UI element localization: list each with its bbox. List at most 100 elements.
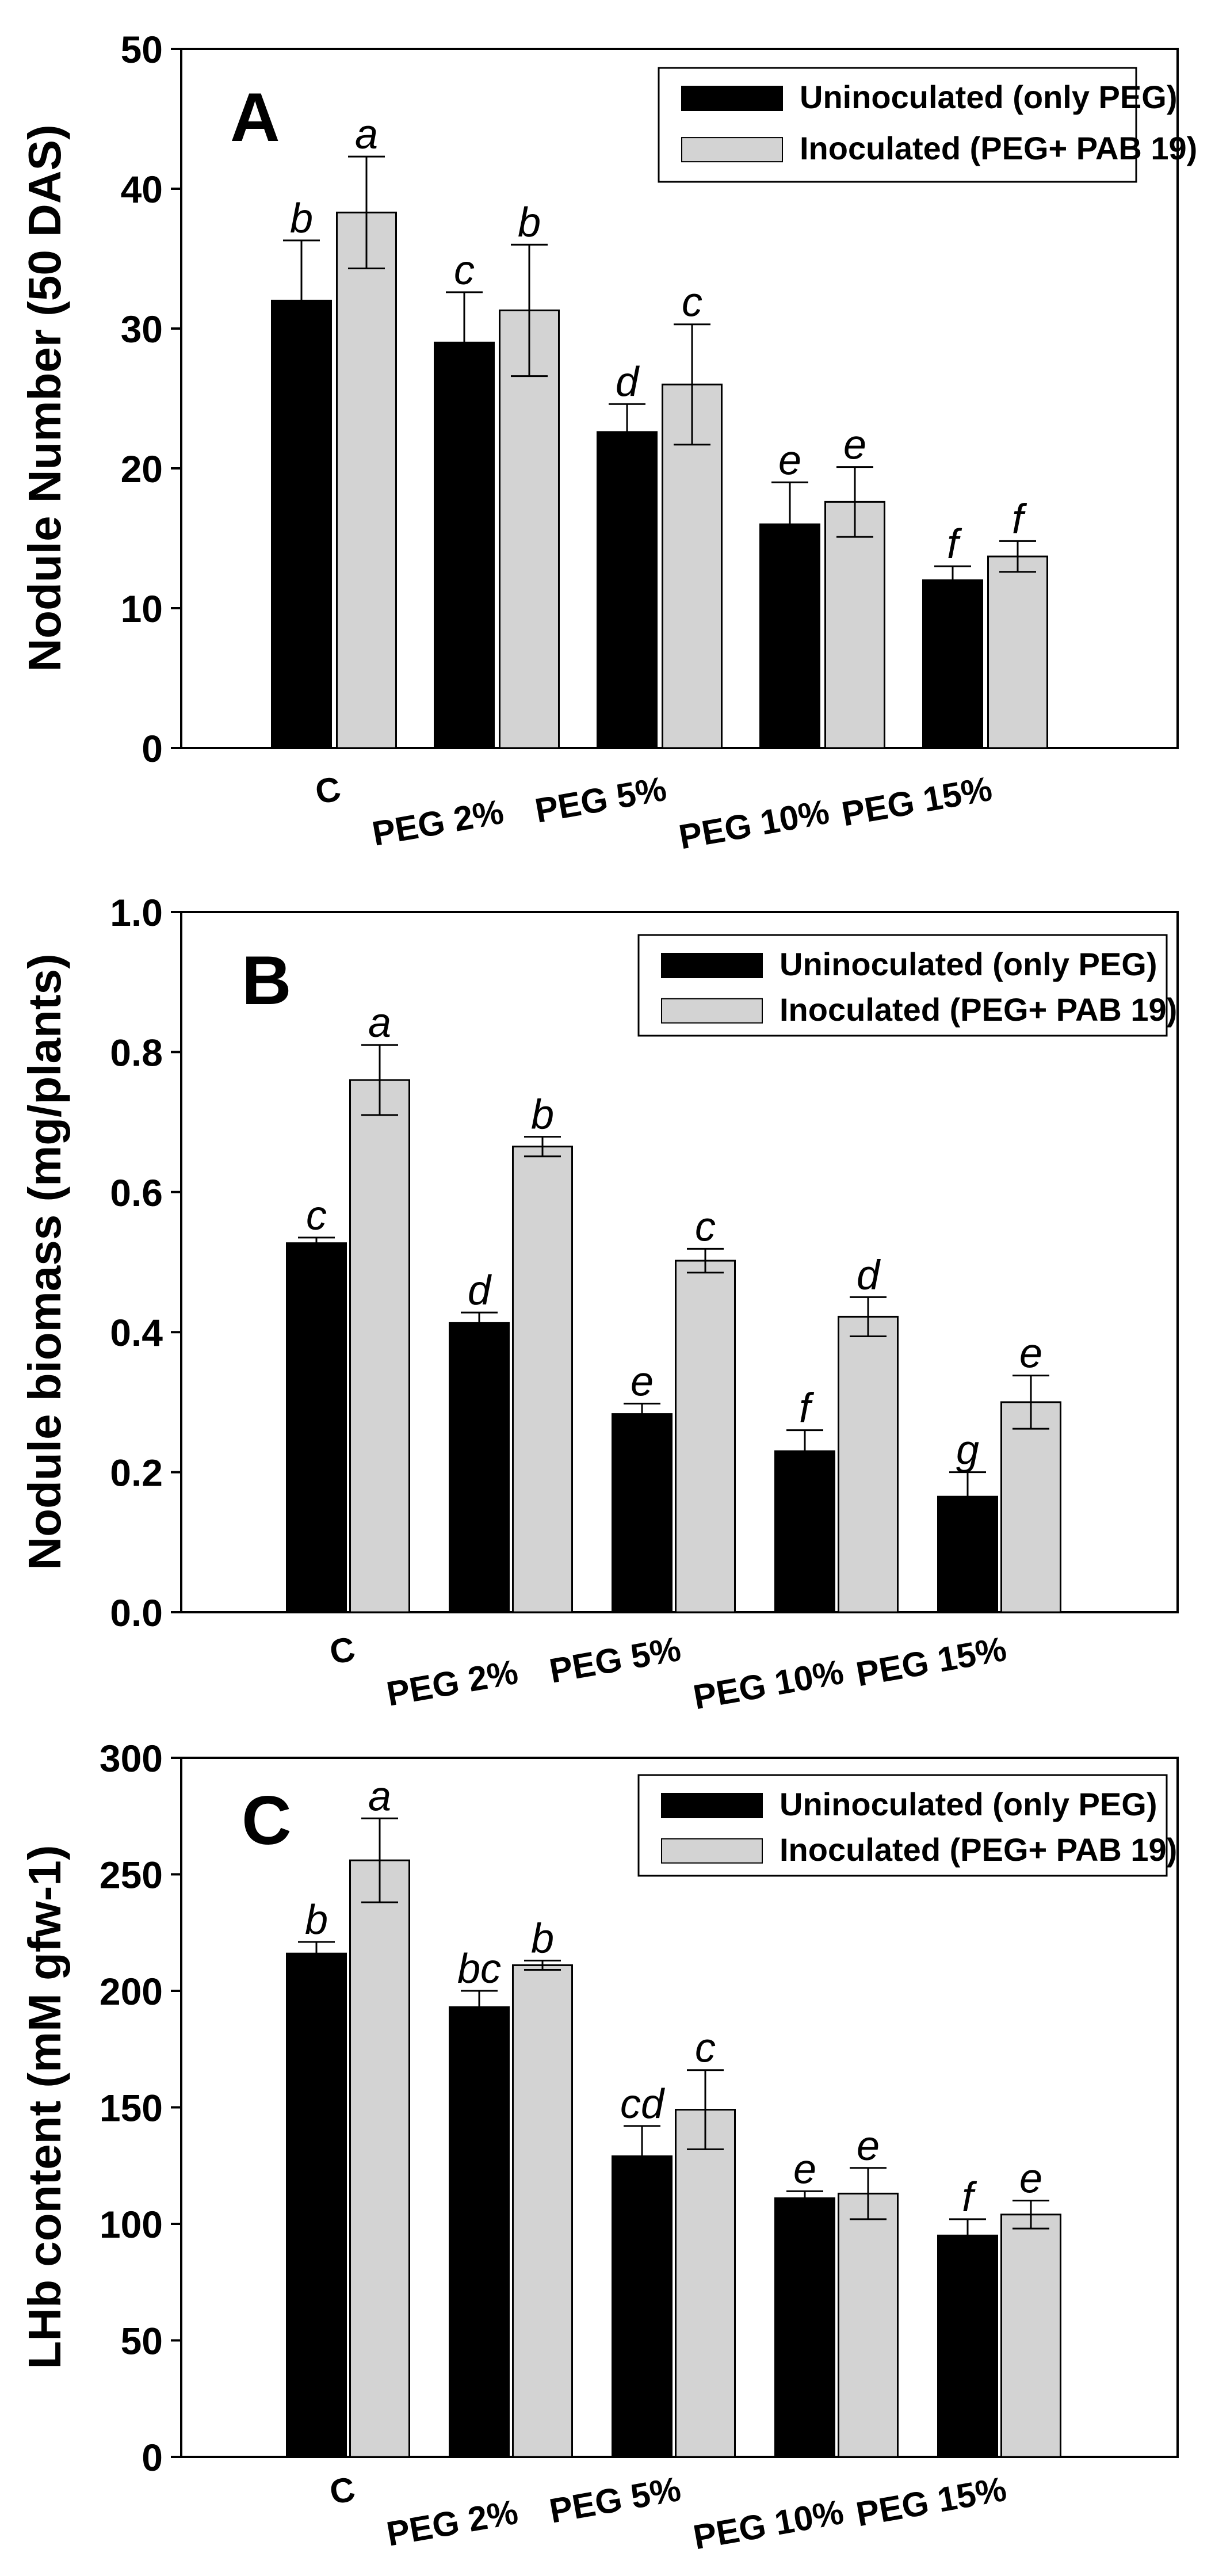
x-category-label: PEG 2%	[384, 1653, 521, 1713]
significance-letter: e	[1019, 1331, 1042, 1377]
y-tick-label: 10	[121, 587, 163, 630]
bar-inoculated	[838, 2192, 899, 2458]
bar-inoculated	[838, 1315, 899, 1613]
bar-uninoculated	[937, 2234, 998, 2458]
significance-letter: d	[616, 359, 640, 405]
significance-letter: f	[799, 1386, 815, 1432]
y-tick-label: 0.0	[110, 1592, 163, 1634]
y-tick-label: 200	[100, 1970, 163, 2013]
chart-panel-b: 0.0 0.2 0.4 0.6 0.8 1.0 Nodule biomass (mg/pla…	[19, 891, 1179, 1717]
bar-inoculated	[675, 1260, 736, 1613]
significance-letter: c	[454, 247, 475, 293]
bar-uninoculated	[449, 1322, 510, 1613]
y-tick-label: 150	[100, 2087, 163, 2130]
y-tick-label: 30	[121, 308, 163, 350]
bar-uninoculated	[449, 2006, 510, 2458]
x-category-label: PEG 5%	[547, 1629, 683, 1690]
bar-uninoculated	[434, 341, 495, 749]
chart-panel-c: 0 50 100 150 200 250 300 LHb content (mM gfw-1)…	[19, 1737, 1179, 2557]
significance-letter: b	[518, 200, 541, 246]
legend: Uninoculated (only PEG) Inoculated (PEG+ …	[637, 1774, 1177, 1877]
y-axis-label: LHb content (mM gfw-1)	[19, 1845, 70, 2369]
bar-uninoculated	[597, 431, 658, 749]
legend: Uninoculated (only PEG) Inoculated (PEG+ …	[637, 934, 1177, 1037]
legend-swatch-uninoculated	[661, 953, 763, 978]
bar-inoculated	[824, 501, 885, 749]
significance-letter: f	[1012, 496, 1027, 542]
legend-entry: Uninoculated (only PEG)	[780, 1786, 1157, 1822]
significance-letter: e	[778, 437, 801, 483]
y-tick-label: 50	[121, 28, 163, 71]
bar-uninoculated	[612, 2155, 673, 2458]
x-category-label: C	[327, 1629, 358, 1672]
legend-swatch-uninoculated	[661, 1793, 763, 1818]
y-tick-label: 100	[100, 2203, 163, 2246]
panel-letter: A	[230, 79, 280, 156]
significance-letter: b	[531, 1092, 554, 1138]
y-tick-label: 250	[100, 1854, 163, 1896]
y-tick-label: 0.8	[110, 1031, 163, 1074]
y-tick-label: 300	[100, 1737, 163, 1780]
y-tick-label: 40	[121, 168, 163, 211]
y-tick-label: 0.6	[110, 1171, 163, 1214]
panel-letter: B	[242, 942, 292, 1019]
significance-letter: b	[290, 196, 313, 242]
significance-letter: e	[857, 2123, 880, 2169]
legend-swatch-inoculated	[661, 998, 763, 1024]
legend-swatch-inoculated	[681, 137, 783, 163]
x-category-label: PEG 10%	[690, 2493, 846, 2557]
x-category-label: C	[312, 769, 343, 812]
significance-letter: a	[355, 112, 378, 158]
x-category-label: PEG 10%	[690, 1653, 846, 1717]
bar-uninoculated	[774, 2197, 835, 2458]
significance-letter: c	[682, 280, 702, 326]
significance-letter: f	[947, 521, 962, 567]
bar-uninoculated	[286, 1952, 347, 2458]
legend: Uninoculated (only PEG) Inoculated (PEG+ …	[658, 67, 1197, 183]
bar-inoculated	[349, 1079, 410, 1613]
y-tick-label: 0.2	[110, 1452, 163, 1494]
x-category-label: C	[327, 2470, 358, 2512]
significance-letter: f	[962, 2174, 977, 2220]
legend-entry: Inoculated (PEG+ PAB 19)	[800, 130, 1197, 166]
bar-uninoculated	[612, 1413, 673, 1613]
panel-letter: C	[242, 1782, 292, 1859]
significance-letter: c	[695, 1204, 716, 1250]
significance-letter: b	[531, 1915, 554, 1961]
bar-uninoculated	[271, 299, 332, 749]
bar-inoculated	[512, 1964, 573, 2458]
y-axis-label: Nodule Number (50 DAS)	[19, 124, 70, 671]
legend-entry: Uninoculated (only PEG)	[800, 79, 1177, 115]
significance-letter: e	[793, 2146, 816, 2192]
legend-entry: Inoculated (PEG+ PAB 19)	[780, 1831, 1177, 1868]
legend-entry: Uninoculated (only PEG)	[780, 946, 1157, 982]
y-tick-label: 0.4	[110, 1311, 163, 1354]
x-category-label: PEG 15%	[853, 1629, 1009, 1694]
x-category-label: PEG 2%	[369, 792, 506, 853]
y-tick-label: 50	[121, 2320, 163, 2363]
bar-uninoculated	[922, 579, 983, 749]
significance-letter: e	[631, 1358, 654, 1405]
x-category-label: PEG 5%	[532, 769, 669, 830]
y-axis-label: Nodule biomass (mg/plants)	[19, 953, 70, 1570]
y-tick-label: 20	[121, 448, 163, 490]
significance-letter: c	[695, 2025, 716, 2071]
significance-letter: cd	[620, 2081, 665, 2127]
significance-letter: d	[468, 1268, 492, 1314]
significance-letter: e	[843, 422, 866, 468]
bar-inoculated	[1000, 1401, 1061, 1613]
x-category-label: PEG 10%	[676, 792, 832, 857]
bar-inoculated	[987, 555, 1048, 749]
significance-letter: a	[368, 1773, 391, 1819]
significance-letter: a	[368, 1000, 391, 1046]
y-tick-label: 0	[142, 2436, 163, 2479]
bar-inoculated	[336, 211, 397, 749]
bar-uninoculated	[774, 1450, 835, 1613]
bar-inoculated	[512, 1146, 573, 1613]
legend-entry: Inoculated (PEG+ PAB 19)	[780, 991, 1177, 1028]
y-tick-label: 0	[142, 727, 163, 770]
significance-letter: d	[857, 1252, 881, 1298]
x-category-label: PEG 15%	[839, 769, 995, 834]
significance-letter: e	[1019, 2156, 1042, 2202]
